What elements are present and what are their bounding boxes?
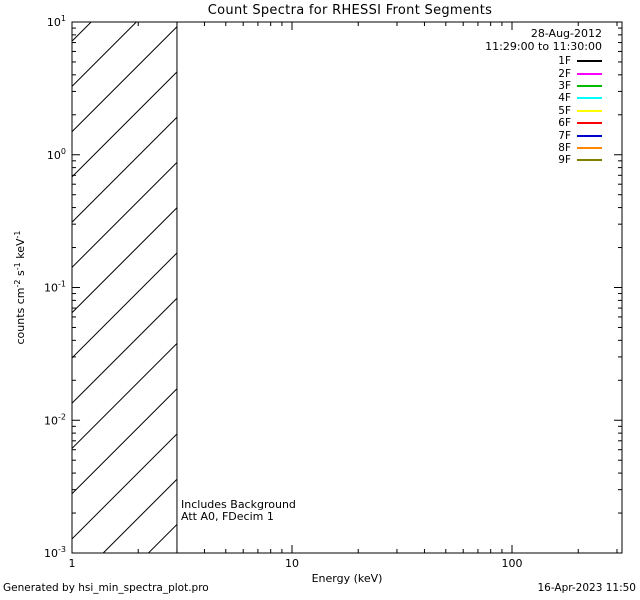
plot-annotations: Includes Background Att A0, FDecim 1 bbox=[181, 499, 296, 522]
legend-color-line bbox=[577, 146, 602, 149]
svg-text:100: 100 bbox=[502, 557, 523, 570]
legend-color-line bbox=[577, 109, 602, 112]
svg-text:10-2: 10-2 bbox=[44, 412, 66, 427]
legend-label: 3F bbox=[558, 79, 571, 92]
svg-text:10: 10 bbox=[285, 557, 299, 570]
legend-color-line bbox=[577, 122, 602, 125]
legend-color-line bbox=[577, 159, 602, 162]
legend-item: 5F bbox=[558, 105, 602, 117]
generator-credit: Generated by hsi_min_spectra_plot.pro bbox=[3, 582, 209, 594]
observation-date: 28-Aug-2012 bbox=[530, 27, 602, 40]
legend-label: 1F bbox=[558, 55, 571, 68]
legend-item: 2F bbox=[558, 67, 602, 80]
x-axis-label: Energy (keV) bbox=[312, 572, 383, 585]
legend-label: 6F bbox=[558, 117, 571, 130]
legend-item: 9F bbox=[558, 154, 602, 166]
legend-color-line bbox=[577, 84, 602, 87]
x-tick-labels: 1 10 100 bbox=[69, 557, 523, 570]
axis-ticks bbox=[71, 21, 622, 554]
legend-label: 7F bbox=[558, 129, 571, 142]
detector-legend: 1F 2F 3F 4F 5F 6F 7F 8F 9F bbox=[558, 55, 602, 167]
legend-color-line bbox=[577, 97, 602, 100]
legend-color-line bbox=[577, 134, 602, 137]
legend-color-line bbox=[577, 72, 602, 75]
legend-color-line bbox=[577, 60, 602, 63]
svg-text:10-1: 10-1 bbox=[44, 280, 66, 295]
y-axis-label: counts cm-2 s-1 keV-1 bbox=[13, 231, 27, 345]
legend-item: 6F bbox=[558, 117, 602, 129]
svg-text:101: 101 bbox=[47, 14, 66, 29]
legend-label: 5F bbox=[558, 104, 571, 117]
legend-label: 9F bbox=[558, 154, 571, 167]
attenuator-note: Att A0, FDecim 1 bbox=[181, 509, 274, 523]
legend-item: 3F bbox=[558, 80, 602, 92]
chart-title: Count Spectra for RHESSI Front Segments bbox=[207, 3, 493, 18]
hatched-background-region bbox=[72, 22, 178, 553]
svg-text:10-3: 10-3 bbox=[44, 545, 66, 560]
background-note: Includes Background bbox=[181, 498, 296, 511]
legend-label: 2F bbox=[558, 67, 571, 80]
legend-item: 1F bbox=[558, 55, 602, 67]
legend-item: 8F bbox=[558, 142, 602, 154]
legend-label: 8F bbox=[558, 141, 571, 154]
observation-time-range: 11:29:00 to 11:30:00 bbox=[485, 40, 602, 53]
observation-datetime: 28-Aug-2012 11:29:00 to 11:30:00 bbox=[485, 27, 602, 53]
legend-item: 7F bbox=[558, 129, 602, 142]
legend-label: 4F bbox=[558, 92, 571, 105]
render-timestamp: 16-Apr-2023 11:50 bbox=[537, 582, 636, 594]
svg-text:100: 100 bbox=[47, 147, 66, 162]
svg-text:1: 1 bbox=[69, 557, 76, 570]
y-tick-labels: 10-3 10-2 10-1 100 101 bbox=[44, 14, 66, 560]
legend-item: 4F bbox=[558, 92, 602, 104]
